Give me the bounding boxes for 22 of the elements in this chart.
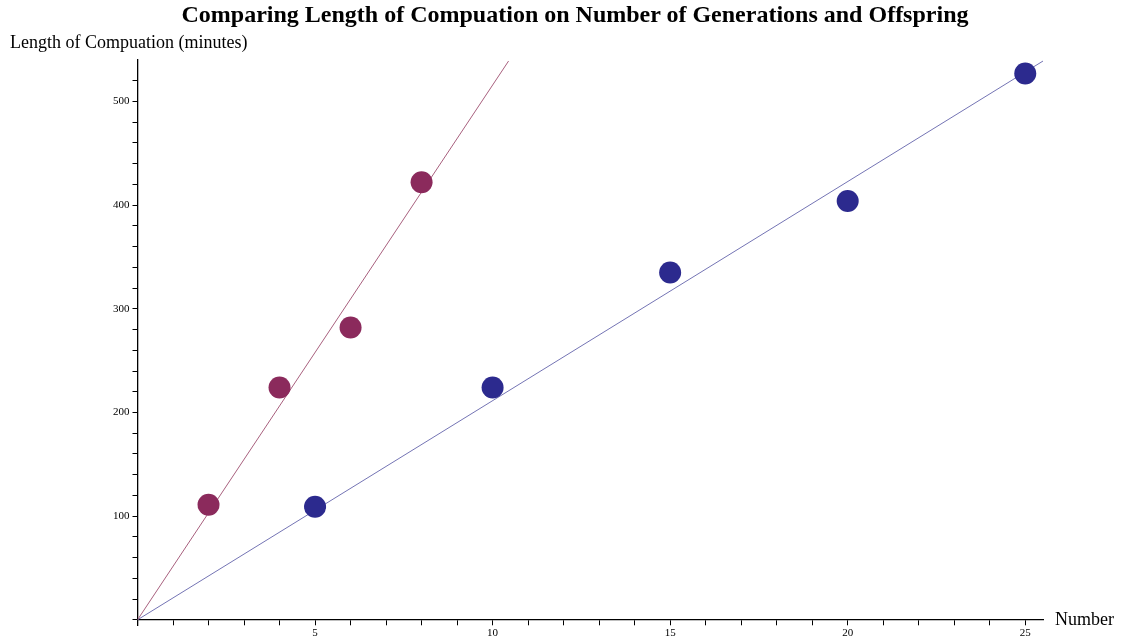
y-tick-label: 400 xyxy=(113,198,130,211)
x-tick-label: 15 xyxy=(664,626,677,636)
chart-title: Comparing Length of Compuation on Number of Generations and Offspring xyxy=(181,1,969,28)
y-tick-label: 100 xyxy=(113,509,130,522)
x-tick-label: 20 xyxy=(842,626,854,636)
y-tick-label: 300 xyxy=(113,301,130,314)
y-tick-label: 200 xyxy=(113,405,130,418)
point xyxy=(197,493,220,516)
point xyxy=(836,189,859,212)
point xyxy=(304,495,327,518)
point xyxy=(268,376,291,399)
x-tick-label: 10 xyxy=(487,626,499,636)
point xyxy=(410,171,433,194)
x-tick-label: 5 xyxy=(312,626,319,636)
x-tick-label: 25 xyxy=(1019,626,1032,636)
x-axis-title: Number xyxy=(1055,608,1114,629)
y-axis-title: Length of Compuation (minutes) xyxy=(10,31,248,53)
point xyxy=(481,376,504,399)
point xyxy=(1014,62,1037,85)
y-tick-label: 500 xyxy=(113,94,130,107)
point xyxy=(659,261,682,284)
point xyxy=(339,316,362,339)
